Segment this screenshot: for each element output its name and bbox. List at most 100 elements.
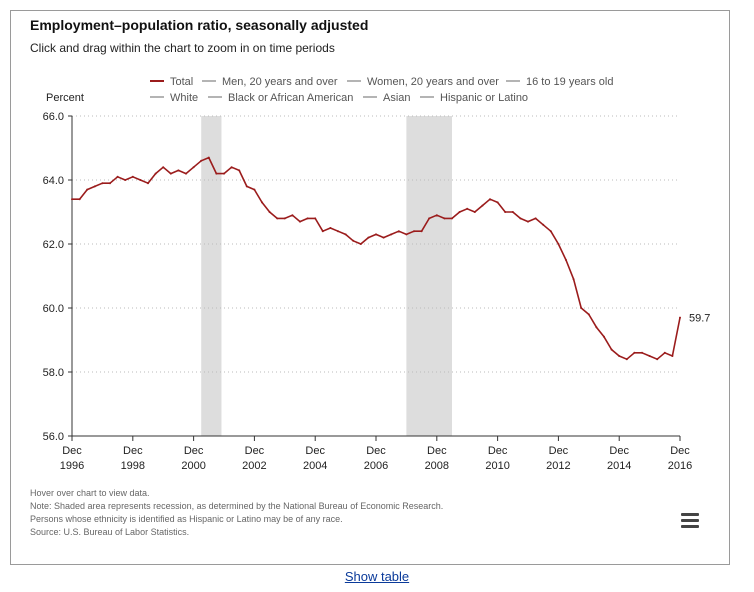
data-point[interactable] — [169, 172, 172, 175]
legend-item[interactable]: Asian — [363, 92, 411, 104]
data-point[interactable] — [116, 175, 119, 178]
data-point[interactable] — [557, 243, 560, 245]
data-point[interactable] — [549, 230, 552, 233]
data-point[interactable] — [375, 233, 377, 236]
data-point[interactable] — [283, 217, 286, 220]
data-point[interactable] — [663, 351, 666, 354]
data-point[interactable] — [238, 169, 241, 172]
data-point[interactable] — [413, 230, 415, 233]
x-tick-month: Dec — [123, 445, 143, 457]
data-point[interactable] — [124, 179, 127, 181]
data-point[interactable] — [253, 188, 256, 191]
data-point[interactable] — [572, 278, 575, 281]
hamburger-menu-icon[interactable] — [681, 513, 699, 529]
data-point[interactable] — [131, 175, 134, 178]
data-point[interactable] — [86, 188, 89, 191]
data-point[interactable] — [139, 179, 142, 181]
data-point[interactable] — [595, 326, 598, 329]
data-point[interactable] — [314, 217, 317, 220]
series-line-total[interactable] — [72, 156, 681, 360]
legend-item[interactable]: White — [150, 92, 198, 104]
data-point[interactable] — [154, 172, 157, 175]
data-point[interactable] — [671, 355, 674, 357]
data-point[interactable] — [78, 198, 81, 201]
legend-item[interactable]: Women, 20 years and over — [347, 76, 499, 88]
data-point[interactable] — [527, 220, 529, 223]
data-point[interactable] — [443, 217, 446, 220]
gridlines — [72, 115, 680, 373]
chart-title: Employment–population ratio, seasonally … — [30, 17, 369, 33]
data-point[interactable] — [101, 182, 104, 185]
data-point[interactable] — [261, 201, 263, 204]
data-point[interactable] — [679, 316, 681, 319]
data-point[interactable] — [192, 166, 195, 169]
legend-item[interactable]: 16 to 19 years old — [506, 76, 613, 88]
data-point[interactable] — [268, 211, 271, 213]
data-point[interactable] — [587, 313, 590, 316]
data-point[interactable] — [352, 239, 355, 242]
data-point[interactable] — [504, 211, 507, 213]
data-point[interactable] — [147, 182, 149, 185]
data-point[interactable] — [519, 217, 522, 220]
data-point[interactable] — [321, 230, 324, 233]
data-point[interactable] — [466, 207, 469, 210]
data-point[interactable] — [93, 185, 96, 188]
data-point[interactable] — [207, 156, 210, 159]
data-point[interactable] — [109, 182, 111, 185]
data-point[interactable] — [329, 227, 332, 229]
data-point[interactable] — [276, 217, 279, 220]
data-point[interactable] — [511, 211, 514, 213]
data-point[interactable] — [337, 230, 339, 233]
data-point[interactable] — [71, 198, 73, 201]
data-point[interactable] — [656, 358, 659, 361]
legend-item[interactable]: Men, 20 years and over — [202, 76, 338, 88]
data-point[interactable] — [367, 236, 370, 239]
data-point[interactable] — [405, 233, 408, 236]
data-point[interactable] — [223, 172, 225, 175]
data-point[interactable] — [435, 214, 438, 217]
data-point[interactable] — [245, 185, 248, 188]
data-point[interactable] — [542, 223, 545, 226]
data-point[interactable] — [382, 236, 385, 239]
data-point[interactable] — [420, 230, 423, 233]
data-point[interactable] — [534, 217, 537, 220]
data-point[interactable] — [185, 172, 187, 175]
data-point[interactable] — [618, 355, 621, 357]
data-point[interactable] — [496, 201, 499, 204]
data-point[interactable] — [397, 230, 400, 233]
legend-item[interactable]: Hispanic or Latino — [420, 92, 528, 104]
series-layer[interactable]: 59.7 — [71, 156, 710, 361]
data-point[interactable] — [580, 307, 583, 309]
data-point[interactable] — [603, 335, 605, 338]
data-point[interactable] — [489, 198, 491, 201]
data-point[interactable] — [648, 355, 651, 357]
data-point[interactable] — [565, 259, 567, 261]
data-point[interactable] — [428, 217, 431, 220]
data-point[interactable] — [299, 220, 301, 223]
data-point[interactable] — [162, 166, 165, 169]
show-table-link[interactable]: Show table — [344, 569, 410, 584]
legend[interactable]: Total Men, 20 years and over Women, 20 yea… — [150, 76, 613, 104]
data-point[interactable] — [641, 351, 643, 354]
data-point[interactable] — [473, 211, 476, 213]
data-point[interactable] — [200, 159, 203, 162]
data-point[interactable] — [625, 358, 628, 361]
data-point[interactable] — [291, 214, 294, 217]
data-point[interactable] — [390, 233, 393, 236]
data-point[interactable] — [230, 166, 233, 169]
data-point[interactable] — [359, 243, 362, 245]
data-point[interactable] — [177, 169, 180, 172]
x-tick-month: Dec — [305, 445, 325, 457]
data-point[interactable] — [610, 348, 613, 351]
legend-item[interactable]: Black or African American — [208, 92, 353, 104]
data-point[interactable] — [215, 172, 218, 175]
data-point[interactable] — [481, 204, 484, 207]
data-point[interactable] — [633, 351, 636, 354]
note-source: Source: U.S. Bureau of Labor Statistics. — [30, 527, 190, 537]
legend-item[interactable]: Total — [150, 76, 193, 88]
data-point[interactable] — [306, 217, 309, 220]
data-point[interactable] — [344, 233, 347, 236]
data-point[interactable] — [458, 211, 461, 213]
data-point[interactable] — [451, 217, 453, 220]
